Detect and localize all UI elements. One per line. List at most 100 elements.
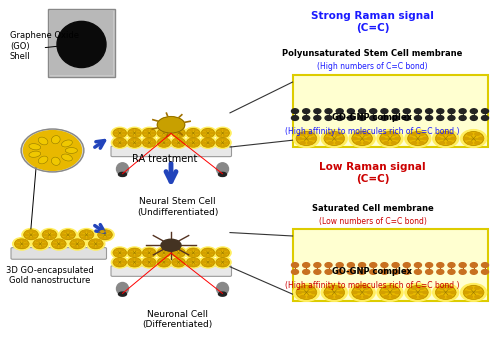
Circle shape	[348, 263, 354, 267]
Ellipse shape	[174, 249, 178, 251]
Circle shape	[436, 286, 456, 299]
Ellipse shape	[150, 145, 154, 146]
Circle shape	[142, 129, 156, 137]
Circle shape	[172, 258, 185, 267]
Ellipse shape	[64, 237, 67, 239]
Circle shape	[292, 116, 298, 120]
Circle shape	[142, 258, 156, 267]
Ellipse shape	[328, 295, 333, 298]
Ellipse shape	[440, 142, 444, 144]
Ellipse shape	[328, 133, 333, 135]
Ellipse shape	[367, 137, 372, 140]
Ellipse shape	[447, 133, 452, 135]
Ellipse shape	[130, 145, 134, 146]
Ellipse shape	[66, 147, 78, 154]
Ellipse shape	[150, 259, 154, 260]
Circle shape	[370, 263, 376, 267]
Ellipse shape	[218, 259, 222, 260]
Circle shape	[156, 127, 172, 139]
Ellipse shape	[116, 264, 119, 266]
Circle shape	[172, 248, 185, 257]
Ellipse shape	[81, 243, 84, 245]
Ellipse shape	[300, 295, 305, 298]
Circle shape	[50, 238, 68, 250]
Ellipse shape	[440, 287, 444, 289]
Ellipse shape	[364, 287, 368, 289]
Circle shape	[380, 286, 400, 299]
Ellipse shape	[356, 142, 361, 144]
Ellipse shape	[145, 249, 148, 251]
Ellipse shape	[82, 237, 86, 239]
Ellipse shape	[158, 142, 160, 143]
Ellipse shape	[164, 129, 168, 131]
Circle shape	[158, 248, 170, 257]
Ellipse shape	[152, 262, 156, 263]
Circle shape	[126, 127, 143, 139]
Circle shape	[141, 127, 158, 139]
Ellipse shape	[202, 262, 204, 263]
Ellipse shape	[312, 291, 316, 293]
Ellipse shape	[128, 262, 132, 263]
Circle shape	[324, 132, 344, 145]
Circle shape	[214, 137, 231, 148]
Ellipse shape	[123, 252, 126, 253]
Circle shape	[470, 116, 478, 120]
Ellipse shape	[38, 156, 48, 164]
Ellipse shape	[384, 142, 389, 144]
Circle shape	[426, 263, 432, 267]
Ellipse shape	[172, 142, 176, 143]
Ellipse shape	[164, 249, 168, 251]
Ellipse shape	[189, 139, 192, 141]
Circle shape	[86, 238, 105, 250]
Circle shape	[381, 269, 388, 274]
Ellipse shape	[308, 142, 312, 144]
Circle shape	[216, 129, 229, 137]
Ellipse shape	[152, 132, 156, 134]
Ellipse shape	[32, 231, 35, 233]
Circle shape	[200, 127, 216, 139]
Ellipse shape	[356, 287, 361, 289]
Ellipse shape	[364, 295, 368, 298]
Circle shape	[459, 269, 466, 274]
Circle shape	[112, 256, 128, 268]
Ellipse shape	[336, 133, 340, 135]
Circle shape	[185, 127, 202, 139]
Circle shape	[392, 269, 399, 274]
Circle shape	[202, 138, 214, 147]
Ellipse shape	[92, 246, 95, 248]
Ellipse shape	[136, 259, 138, 260]
Circle shape	[325, 116, 332, 120]
Circle shape	[172, 138, 185, 147]
Ellipse shape	[108, 234, 112, 236]
Ellipse shape	[209, 145, 212, 146]
Ellipse shape	[116, 135, 119, 137]
Ellipse shape	[26, 231, 30, 233]
Ellipse shape	[138, 132, 141, 134]
Circle shape	[22, 228, 40, 241]
Circle shape	[414, 109, 422, 114]
Ellipse shape	[160, 135, 163, 137]
Ellipse shape	[114, 132, 116, 134]
Ellipse shape	[408, 291, 413, 293]
Circle shape	[405, 130, 431, 147]
Circle shape	[314, 116, 321, 120]
Ellipse shape	[123, 132, 126, 134]
Circle shape	[292, 263, 298, 267]
Ellipse shape	[216, 262, 220, 263]
Circle shape	[325, 109, 332, 114]
Circle shape	[128, 138, 141, 147]
Ellipse shape	[440, 133, 444, 135]
Circle shape	[482, 116, 488, 120]
Circle shape	[202, 248, 214, 257]
Bar	[50, 10, 112, 75]
Ellipse shape	[118, 292, 126, 296]
Ellipse shape	[69, 237, 72, 239]
Ellipse shape	[114, 262, 116, 263]
Ellipse shape	[447, 295, 452, 298]
Ellipse shape	[128, 142, 132, 143]
Circle shape	[141, 256, 158, 268]
Ellipse shape	[60, 246, 63, 248]
Ellipse shape	[50, 237, 54, 239]
Ellipse shape	[224, 145, 226, 146]
Ellipse shape	[145, 135, 148, 137]
